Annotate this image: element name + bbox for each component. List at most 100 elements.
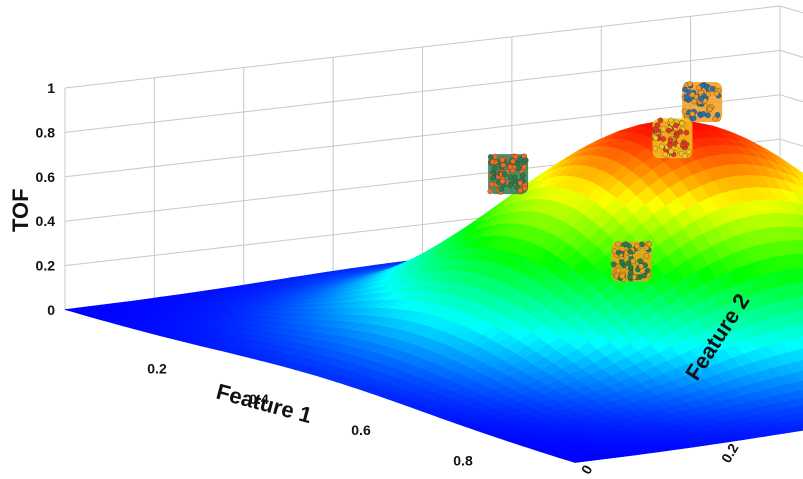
atom xyxy=(520,172,526,178)
x-axis-title: Feature 1 xyxy=(214,379,315,428)
atom xyxy=(646,241,652,247)
y-tick-label: 0.2 xyxy=(718,440,742,465)
atom xyxy=(695,85,702,91)
atom xyxy=(667,137,674,143)
x-tick-label: 0.6 xyxy=(351,422,371,438)
atom xyxy=(517,180,523,186)
atom xyxy=(517,156,524,163)
atom xyxy=(512,174,518,181)
atom xyxy=(689,111,696,117)
z-axis-title: TOF xyxy=(8,188,33,232)
atom xyxy=(638,263,644,270)
nanoparticle-cluster-3 xyxy=(651,117,693,159)
atom xyxy=(668,117,674,124)
atom xyxy=(686,148,692,155)
atom xyxy=(662,151,668,158)
y-tick-label: 0 xyxy=(578,462,596,477)
atom xyxy=(679,120,685,127)
atom xyxy=(666,127,672,134)
atom xyxy=(654,122,661,129)
atom xyxy=(643,253,650,259)
atom xyxy=(499,157,506,163)
atom xyxy=(673,133,680,139)
atom xyxy=(681,108,688,114)
atom xyxy=(615,249,622,256)
nanoparticle-cluster-6 xyxy=(610,240,652,282)
atom xyxy=(507,182,513,189)
nanoparticles xyxy=(487,81,723,282)
atom xyxy=(510,158,516,165)
atom xyxy=(667,142,673,149)
atom xyxy=(522,185,528,192)
atom xyxy=(679,142,686,148)
z-tick-label: 0.6 xyxy=(36,169,56,185)
atom xyxy=(634,243,640,249)
atom xyxy=(627,264,634,270)
atom xyxy=(619,273,625,279)
atom xyxy=(658,143,665,150)
atom xyxy=(689,91,696,98)
atom xyxy=(712,116,718,122)
x-tick-label: 0.8 xyxy=(453,452,473,468)
atom xyxy=(623,241,629,247)
atom xyxy=(487,188,493,195)
atom xyxy=(492,165,498,171)
atom xyxy=(488,181,495,188)
atom xyxy=(700,111,707,117)
atom xyxy=(627,274,633,280)
atom xyxy=(501,171,508,177)
tick-labels: 00.20.40.60.810.20.40.60.800.20.40.60.81 xyxy=(36,80,742,477)
atom xyxy=(490,175,496,181)
atom xyxy=(698,89,704,96)
atom xyxy=(619,259,625,265)
atom xyxy=(703,84,710,90)
atom xyxy=(517,187,524,194)
surface-cell xyxy=(566,458,587,463)
surface-mesh xyxy=(64,120,803,463)
atom xyxy=(677,129,684,135)
nanoparticle-cluster-1 xyxy=(681,81,723,123)
atom xyxy=(516,165,522,172)
grid-line xyxy=(779,5,803,14)
atom xyxy=(615,267,622,274)
atom xyxy=(683,129,690,136)
z-tick-label: 1 xyxy=(47,80,55,96)
z-tick-label: 0.4 xyxy=(36,213,56,229)
atom xyxy=(657,117,664,124)
atom xyxy=(639,268,646,274)
atom xyxy=(610,261,617,267)
atom xyxy=(487,154,494,160)
atom xyxy=(630,258,636,264)
z-tick-label: 0.8 xyxy=(36,124,56,140)
atom xyxy=(706,106,713,112)
atom xyxy=(521,164,528,170)
atom xyxy=(691,98,697,105)
atom xyxy=(499,178,506,185)
atom xyxy=(681,153,688,159)
atom xyxy=(714,112,721,118)
x-tick-label: 0.2 xyxy=(147,361,167,377)
atom xyxy=(698,96,705,102)
atom xyxy=(709,86,716,92)
atom xyxy=(627,248,633,255)
atom xyxy=(637,258,643,264)
z-tick-label: 0 xyxy=(47,302,55,318)
z-tick-label: 0.2 xyxy=(36,258,56,274)
atom xyxy=(668,148,674,155)
atom xyxy=(673,122,679,129)
atom xyxy=(687,81,693,87)
atom xyxy=(683,94,690,100)
atom xyxy=(660,126,667,132)
atom xyxy=(660,136,666,142)
x-tick-label: 0.4 xyxy=(249,391,269,407)
atom xyxy=(639,241,645,248)
nanoparticle-cluster-4 xyxy=(487,153,529,195)
atom xyxy=(619,246,626,252)
back-grid xyxy=(64,5,803,311)
atom xyxy=(507,163,514,170)
atom xyxy=(652,145,658,152)
atom xyxy=(489,159,496,165)
atom xyxy=(512,153,519,160)
atom xyxy=(523,157,529,163)
